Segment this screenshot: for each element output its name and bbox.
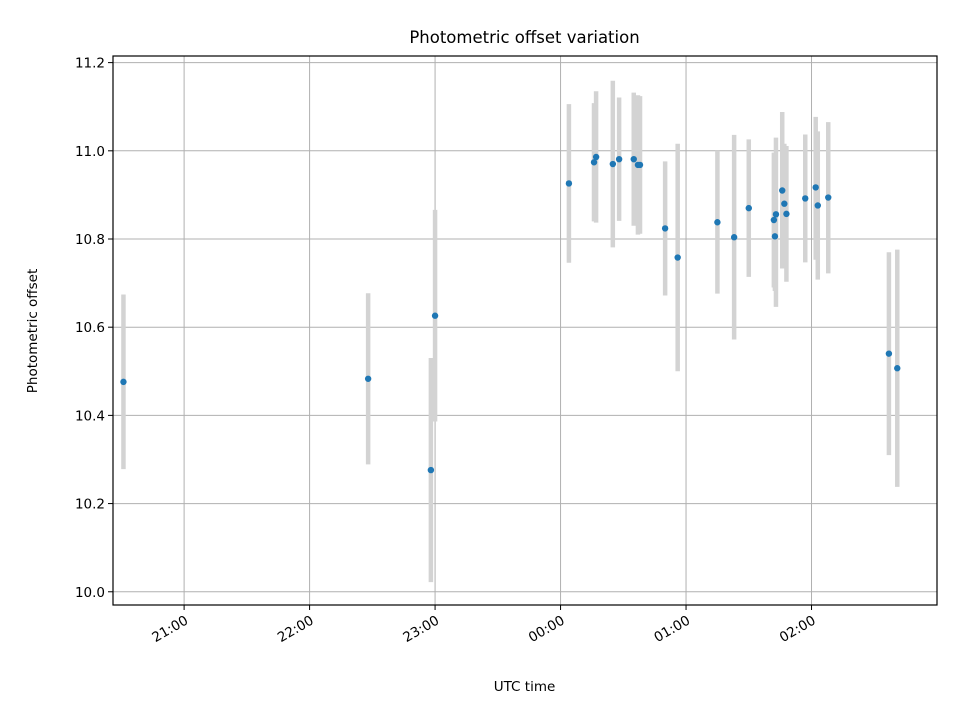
data-point <box>730 234 738 241</box>
y-tick-label: 10.6 <box>75 320 105 336</box>
data-point <box>609 160 617 168</box>
data-point <box>364 375 372 382</box>
chart-title: Photometric offset variation <box>409 28 639 47</box>
data-points <box>120 153 901 474</box>
data-point <box>894 365 901 372</box>
y-tick-label: 10.0 <box>75 585 105 601</box>
data-point <box>770 216 778 224</box>
data-point <box>814 202 821 209</box>
data-point <box>427 466 435 474</box>
data-point <box>825 194 832 201</box>
y-axis-label: Photometric offset <box>25 269 41 393</box>
data-point <box>812 184 819 191</box>
data-point <box>565 180 573 187</box>
data-point <box>615 155 623 163</box>
data-point <box>636 161 644 169</box>
data-point <box>714 219 721 226</box>
axes-frame <box>112 55 938 606</box>
data-point <box>431 312 439 319</box>
grid <box>113 56 937 605</box>
data-point <box>783 210 790 218</box>
data-point <box>802 195 809 202</box>
data-point <box>592 153 600 161</box>
data-point <box>885 350 893 357</box>
y-tick-label: 10.4 <box>75 408 105 424</box>
y-tick-label: 10.2 <box>75 497 105 513</box>
data-point <box>781 200 788 207</box>
data-point <box>772 211 780 218</box>
x-axis-label: UTC time <box>494 679 556 695</box>
y-tick-label: 11.2 <box>75 56 105 72</box>
data-point <box>590 159 598 166</box>
y-tick-label: 10.8 <box>75 232 105 248</box>
data-point <box>661 225 669 232</box>
y-axis-ticks: 10.0 10.2 10.4 10.6 10.8 11.0 11.2 <box>75 56 113 601</box>
y-tick-label: 11.0 <box>75 144 105 160</box>
data-point <box>630 155 637 163</box>
data-point <box>745 204 752 212</box>
data-point <box>120 378 127 386</box>
data-point <box>771 233 779 240</box>
data-point <box>674 254 681 261</box>
data-point <box>779 187 786 194</box>
